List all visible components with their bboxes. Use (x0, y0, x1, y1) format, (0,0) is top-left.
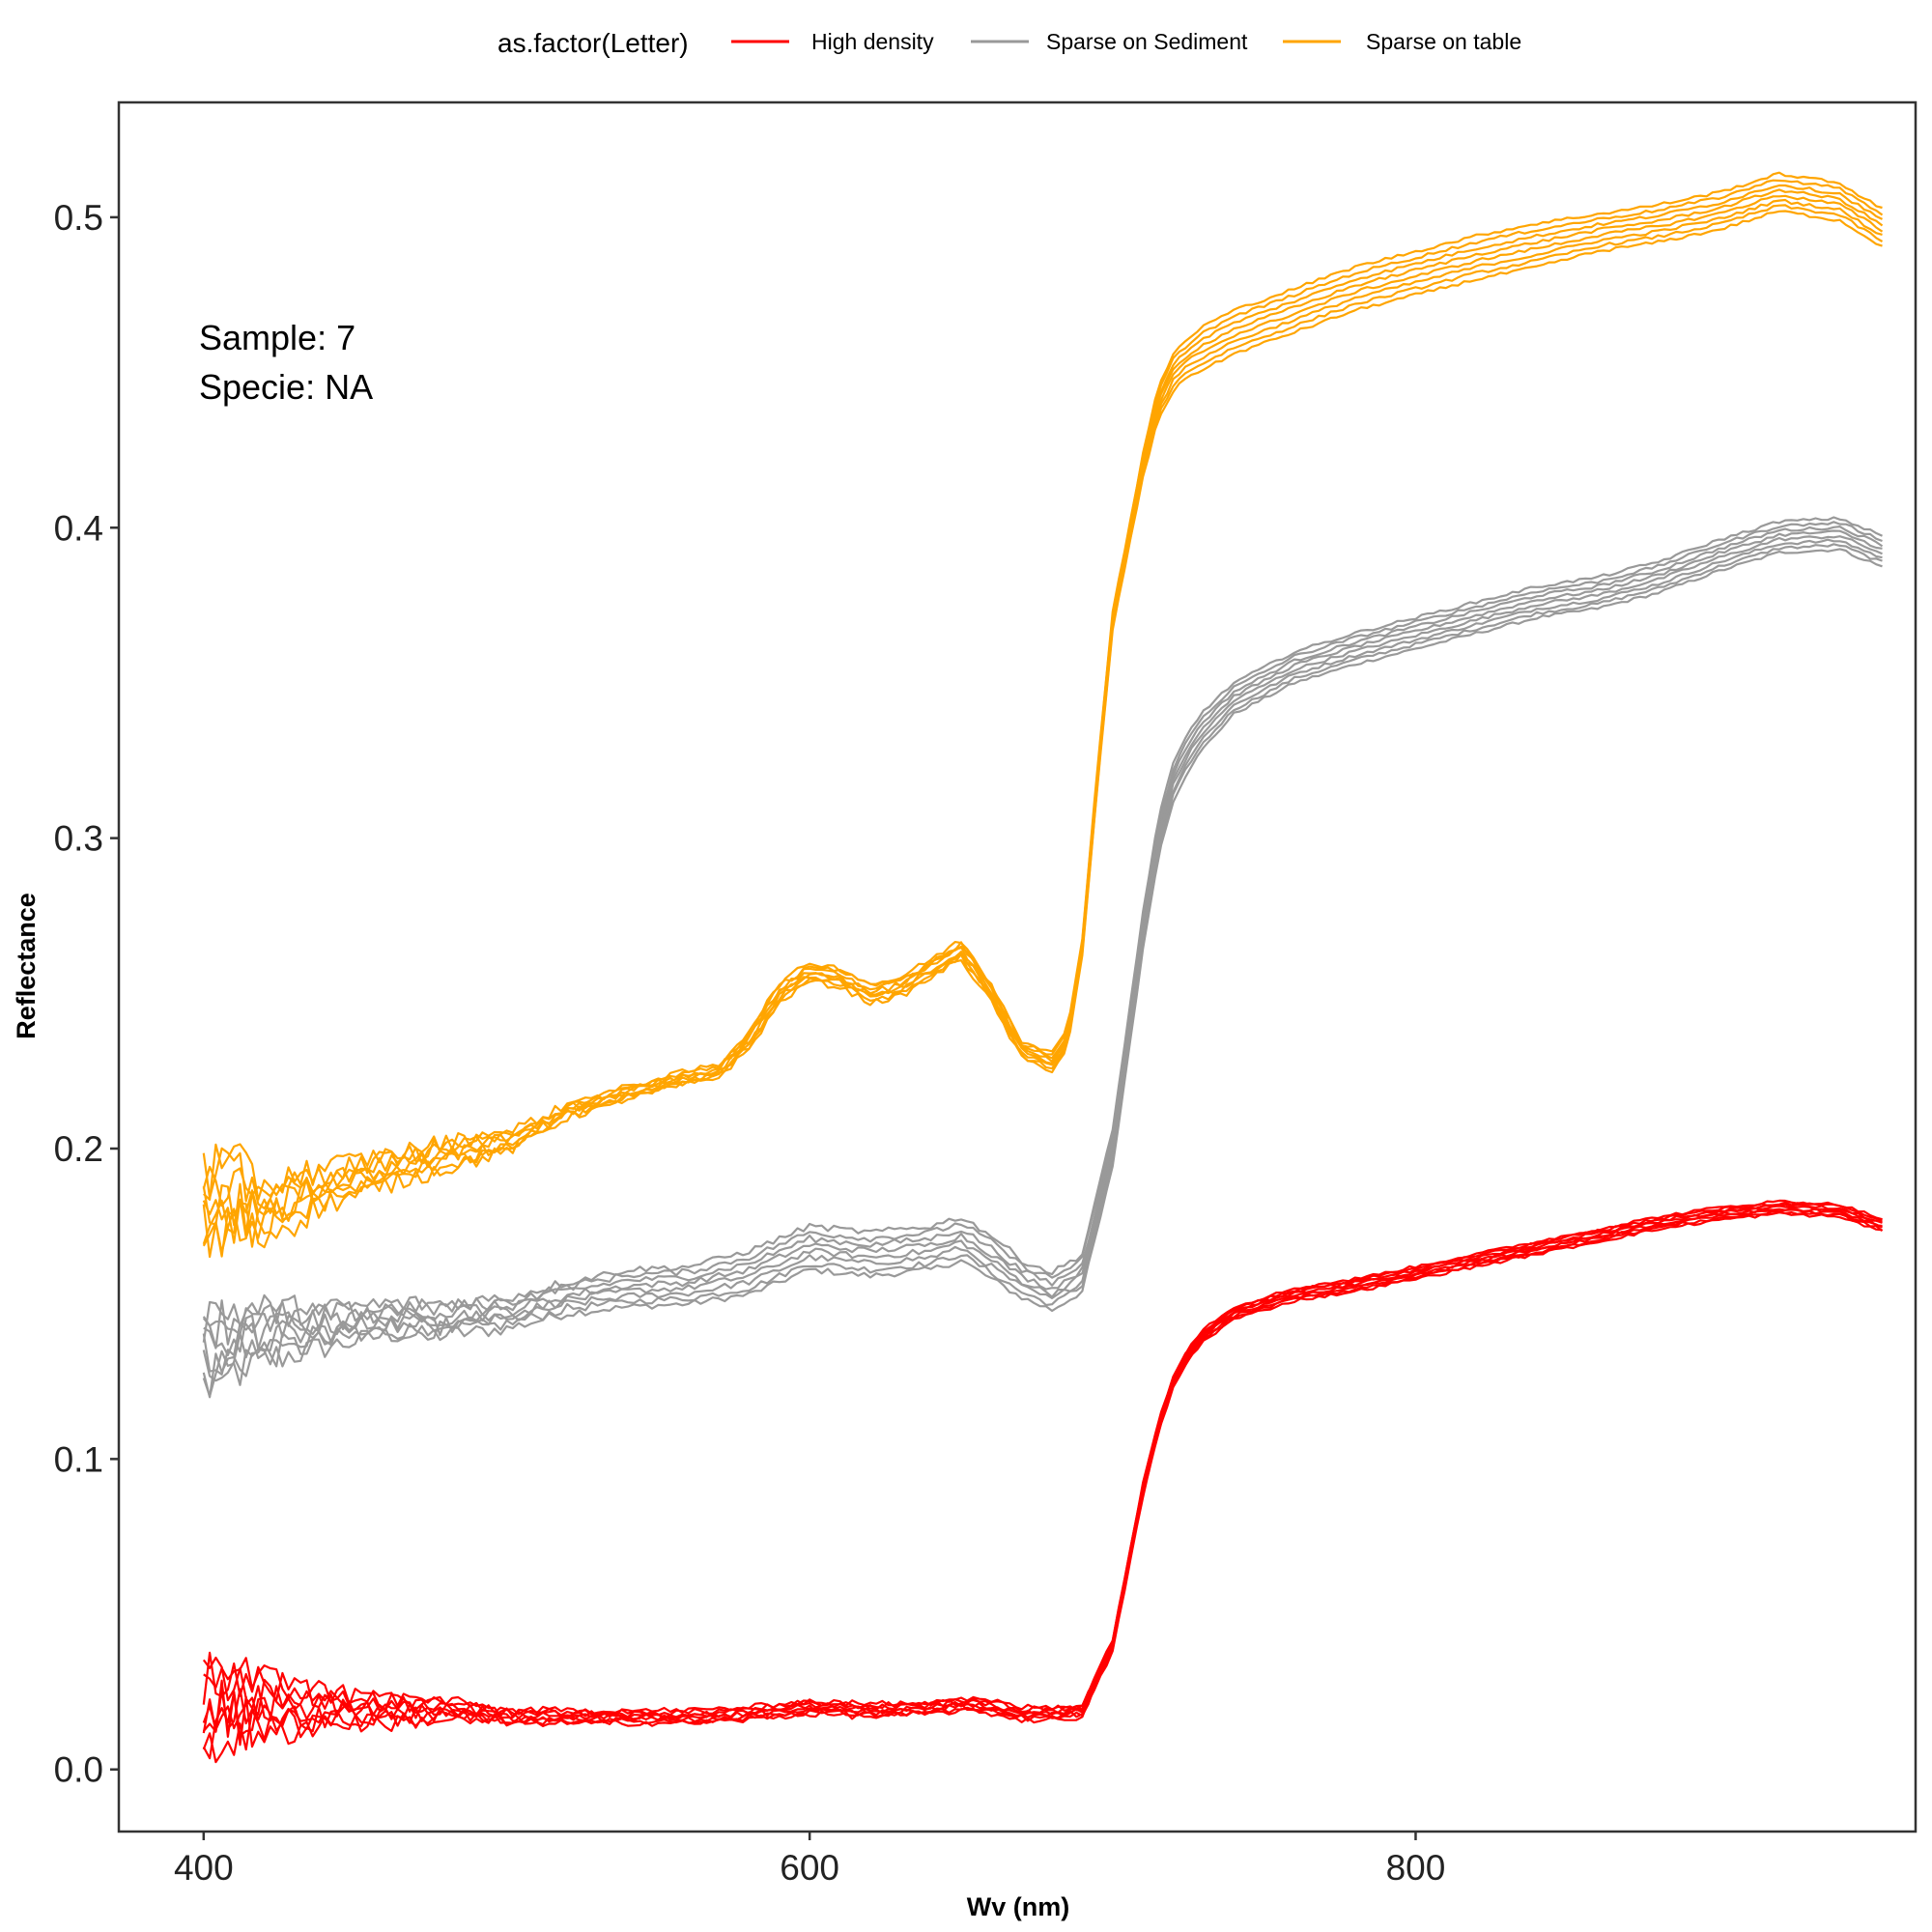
legend-entry-high-density: High density (731, 29, 934, 54)
annotation-specie: Specie: NA (199, 367, 373, 407)
y-tick-label-4: 0.4 (54, 508, 103, 548)
series-line-sparse-on-sediment-1 (202, 548, 1883, 1398)
series-sparse-on-table (202, 171, 1884, 1259)
annotation-sample: Sample: 7 (199, 318, 355, 357)
legend-label-sparse-on-sediment: Sparse on Sediment (1046, 29, 1248, 54)
y-tick-label-5: 0.5 (54, 198, 103, 238)
series-line-sparse-on-sediment-7 (203, 521, 1883, 1350)
series-line-high-density-7 (202, 1201, 1883, 1718)
series-line-sparse-on-table-2 (202, 204, 1884, 1259)
x-axis: 400 600 800 (174, 1832, 1445, 1888)
legend-entry-sparse-on-sediment: Sparse on Sediment (971, 29, 1248, 54)
legend-label-high-density: High density (811, 29, 934, 54)
series-line-sparse-on-table-8 (203, 171, 1883, 1201)
legend: as.factor(Letter) High density Sparse on… (497, 28, 1521, 58)
series-sparse-on-sediment (202, 516, 1884, 1399)
series-high-density (202, 1199, 1884, 1764)
series-line-sparse-on-table-3 (202, 198, 1883, 1244)
series-layer (202, 171, 1884, 1764)
y-tick-label-2: 0.2 (54, 1129, 103, 1169)
plot-panel (117, 100, 1918, 1833)
y-tick-label-3: 0.3 (54, 819, 103, 859)
series-line-sparse-on-table-5 (202, 188, 1884, 1227)
y-axis-title: Reflectance (12, 893, 41, 1039)
y-tick-label-1: 0.1 (54, 1439, 103, 1479)
x-tick-label-800: 800 (1386, 1848, 1446, 1888)
x-tick-label-400: 400 (174, 1848, 234, 1888)
series-line-sparse-on-table-7 (202, 179, 1884, 1209)
series-line-high-density-2 (202, 1209, 1884, 1760)
series-line-sparse-on-sediment-5 (202, 529, 1883, 1356)
legend-label-sparse-on-table: Sparse on table (1366, 29, 1521, 54)
legend-entry-sparse-on-table: Sparse on table (1283, 29, 1521, 54)
series-line-sparse-on-sediment-8 (202, 516, 1883, 1343)
series-line-high-density-4 (202, 1208, 1883, 1738)
series-line-sparse-on-sediment-3 (202, 538, 1883, 1382)
y-axis: 0.0 0.1 0.2 0.3 0.4 0.5 (54, 198, 119, 1790)
x-axis-title: Wv (nm) (967, 1892, 1069, 1921)
series-line-high-density-1 (202, 1211, 1883, 1764)
series-line-high-density-8 (203, 1199, 1883, 1716)
x-tick-label-600: 600 (780, 1848, 839, 1888)
series-line-sparse-on-sediment-6 (202, 526, 1884, 1336)
y-tick-label-0: 0.0 (54, 1750, 103, 1790)
series-line-sparse-on-table-1 (202, 210, 1883, 1254)
legend-title: as.factor(Letter) (497, 28, 689, 58)
series-line-sparse-on-table-4 (202, 194, 1884, 1245)
